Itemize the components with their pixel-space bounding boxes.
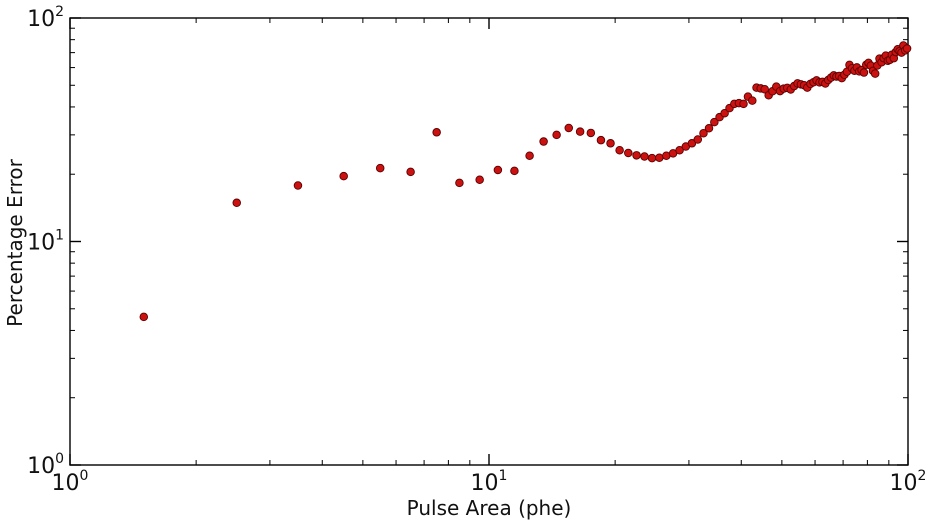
- x-tick-label: 102: [890, 468, 927, 496]
- data-point: [539, 137, 548, 146]
- data-point: [493, 165, 503, 175]
- data-point: [687, 139, 697, 148]
- major-ticks: [69, 17, 909, 466]
- data-point: [615, 146, 624, 155]
- data-point: [596, 135, 606, 145]
- data-point: [748, 96, 757, 105]
- data-point: [510, 166, 519, 176]
- data-point: [139, 312, 149, 322]
- data-point: [375, 163, 385, 173]
- data-point: [859, 68, 869, 77]
- x-tick-label: 101: [471, 468, 508, 496]
- data-point: [693, 135, 703, 144]
- data-point: [432, 128, 441, 137]
- data-point: [704, 124, 714, 133]
- data-point: [902, 44, 912, 53]
- data-point: [455, 178, 464, 188]
- data-point: [586, 128, 596, 138]
- data-point: [624, 148, 633, 158]
- data-point: [339, 171, 348, 181]
- data-point: [575, 127, 585, 136]
- data-point: [720, 108, 729, 118]
- data-point: [406, 167, 415, 177]
- data-points: [139, 41, 912, 322]
- y-axis-label: Percentage Error: [3, 158, 27, 326]
- minor-ticks: [70, 18, 908, 465]
- data-point: [293, 181, 303, 190]
- data-point: [525, 151, 534, 160]
- x-tick-label: 100: [52, 468, 89, 496]
- data-point: [640, 152, 649, 161]
- data-point: [552, 130, 561, 140]
- data-point: [760, 84, 769, 94]
- data-point: [655, 153, 664, 162]
- x-axis-label: Pulse Area (phe): [407, 496, 572, 520]
- data-point: [647, 153, 657, 163]
- y-tick-label: 100: [27, 451, 64, 479]
- data-point: [632, 151, 641, 160]
- data-point: [739, 99, 748, 109]
- data-point: [232, 198, 241, 208]
- data-point: [675, 146, 684, 155]
- data-point: [606, 139, 615, 148]
- y-tick-label: 102: [27, 4, 64, 32]
- x-tick-labels: 100 101 102: [52, 468, 927, 496]
- data-point: [475, 175, 484, 184]
- y-tick-labels: 100 101 102: [27, 4, 64, 479]
- data-point: [870, 69, 880, 78]
- data-point: [564, 123, 573, 133]
- y-tick-label: 101: [27, 228, 64, 256]
- data-point: [699, 129, 708, 138]
- data-point: [710, 117, 719, 127]
